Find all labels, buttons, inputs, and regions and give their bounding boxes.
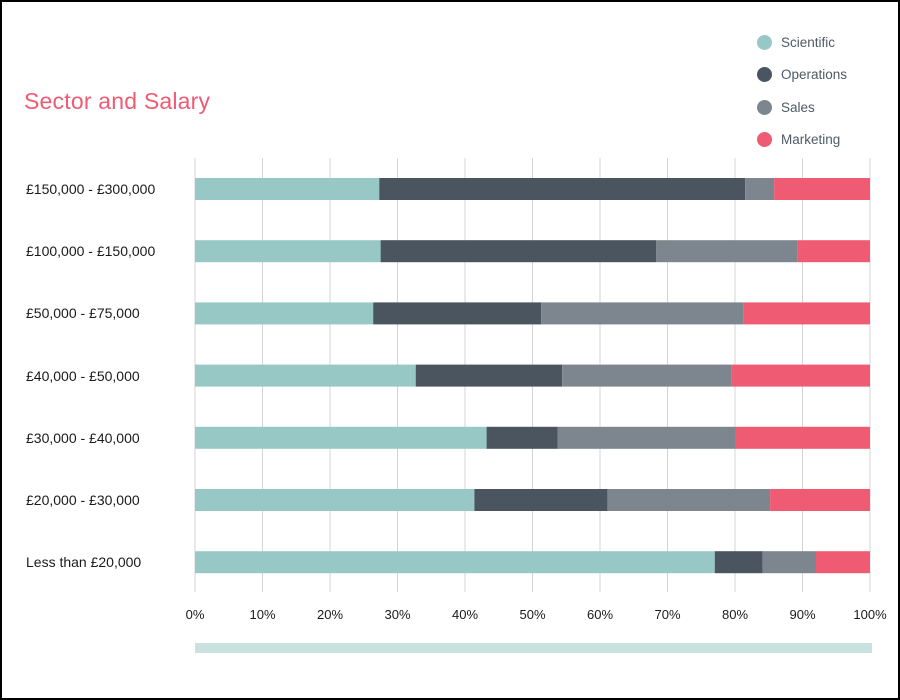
bar-segment-sales [557, 426, 735, 449]
bar-segment-operations [380, 240, 657, 263]
category-label: £20,000 - £30,000 [26, 492, 140, 508]
x-tick-label: 0% [186, 607, 205, 622]
legend-swatch [757, 99, 772, 115]
bar-segment-operations [486, 426, 558, 449]
bar-segment-marketing [816, 551, 870, 574]
legend-swatch [757, 34, 772, 50]
bar-segment-operations [373, 302, 542, 325]
bar-segment-operations [379, 178, 746, 200]
legend-label: Marketing [781, 132, 841, 148]
bar-segment-marketing [735, 426, 870, 449]
x-tick-label: 30% [384, 607, 410, 622]
bar-segment-marketing [774, 178, 870, 200]
legend-swatch [757, 132, 772, 148]
bar-segment-marketing [743, 302, 870, 325]
bar-segment-operations [714, 551, 763, 574]
legend-item-operations: Operations [757, 59, 847, 92]
legend-item-sales: Sales [757, 91, 847, 124]
category-label: £100,000 - £150,000 [26, 243, 156, 260]
bar-segment-marketing [731, 364, 870, 387]
x-tick-label: 100% [853, 607, 887, 622]
bar-segment-sales [607, 489, 771, 511]
bar-segment-marketing [797, 240, 870, 263]
legend-label: Sales [781, 99, 815, 115]
bar-segment-scientific [195, 178, 380, 200]
x-tick-label: 20% [317, 607, 343, 622]
bar-segment-sales [656, 240, 798, 263]
x-tick-label: 50% [519, 607, 545, 622]
bar-segment-sales [562, 364, 732, 387]
legend-item-marketing: Marketing [757, 124, 847, 157]
chart-title: Sector and Salary [24, 88, 211, 114]
x-tick-label: 90% [789, 607, 815, 622]
horizontal-scrollbar[interactable] [195, 643, 872, 653]
bar-segment-scientific [195, 240, 381, 263]
category-label: £50,000 - £75,000 [26, 305, 140, 322]
bar-segment-scientific [195, 426, 487, 449]
x-tick-label: 80% [722, 607, 748, 622]
legend-swatch [757, 67, 772, 83]
x-tick-label: 10% [249, 607, 275, 622]
bar-segment-sales [745, 178, 775, 200]
bar-segment-scientific [195, 364, 416, 387]
bar-segment-operations [474, 489, 608, 511]
bar-segment-scientific [195, 551, 715, 574]
bar-segment-scientific [195, 302, 374, 325]
legend-label: Operations [781, 67, 848, 83]
legend-label: Scientific [781, 34, 836, 50]
x-tick-label: 60% [587, 607, 613, 622]
category-label: £30,000 - £40,000 [26, 429, 140, 446]
bar-segment-marketing [770, 489, 870, 511]
category-label: Less than £20,000 [26, 554, 142, 571]
category-label: £40,000 - £50,000 [26, 367, 140, 384]
legend: Scientific Operations Sales Marketing [757, 26, 847, 156]
bar-segment-scientific [195, 489, 475, 511]
x-tick-label: 70% [654, 607, 680, 622]
bar-segment-sales [762, 551, 816, 574]
x-tick-label: 40% [452, 607, 478, 622]
category-label: £150,000 - £300,000 [26, 181, 156, 197]
bar-segment-operations [415, 364, 563, 387]
legend-item-scientific: Scientific [757, 26, 847, 59]
bar-segment-sales [541, 302, 744, 325]
